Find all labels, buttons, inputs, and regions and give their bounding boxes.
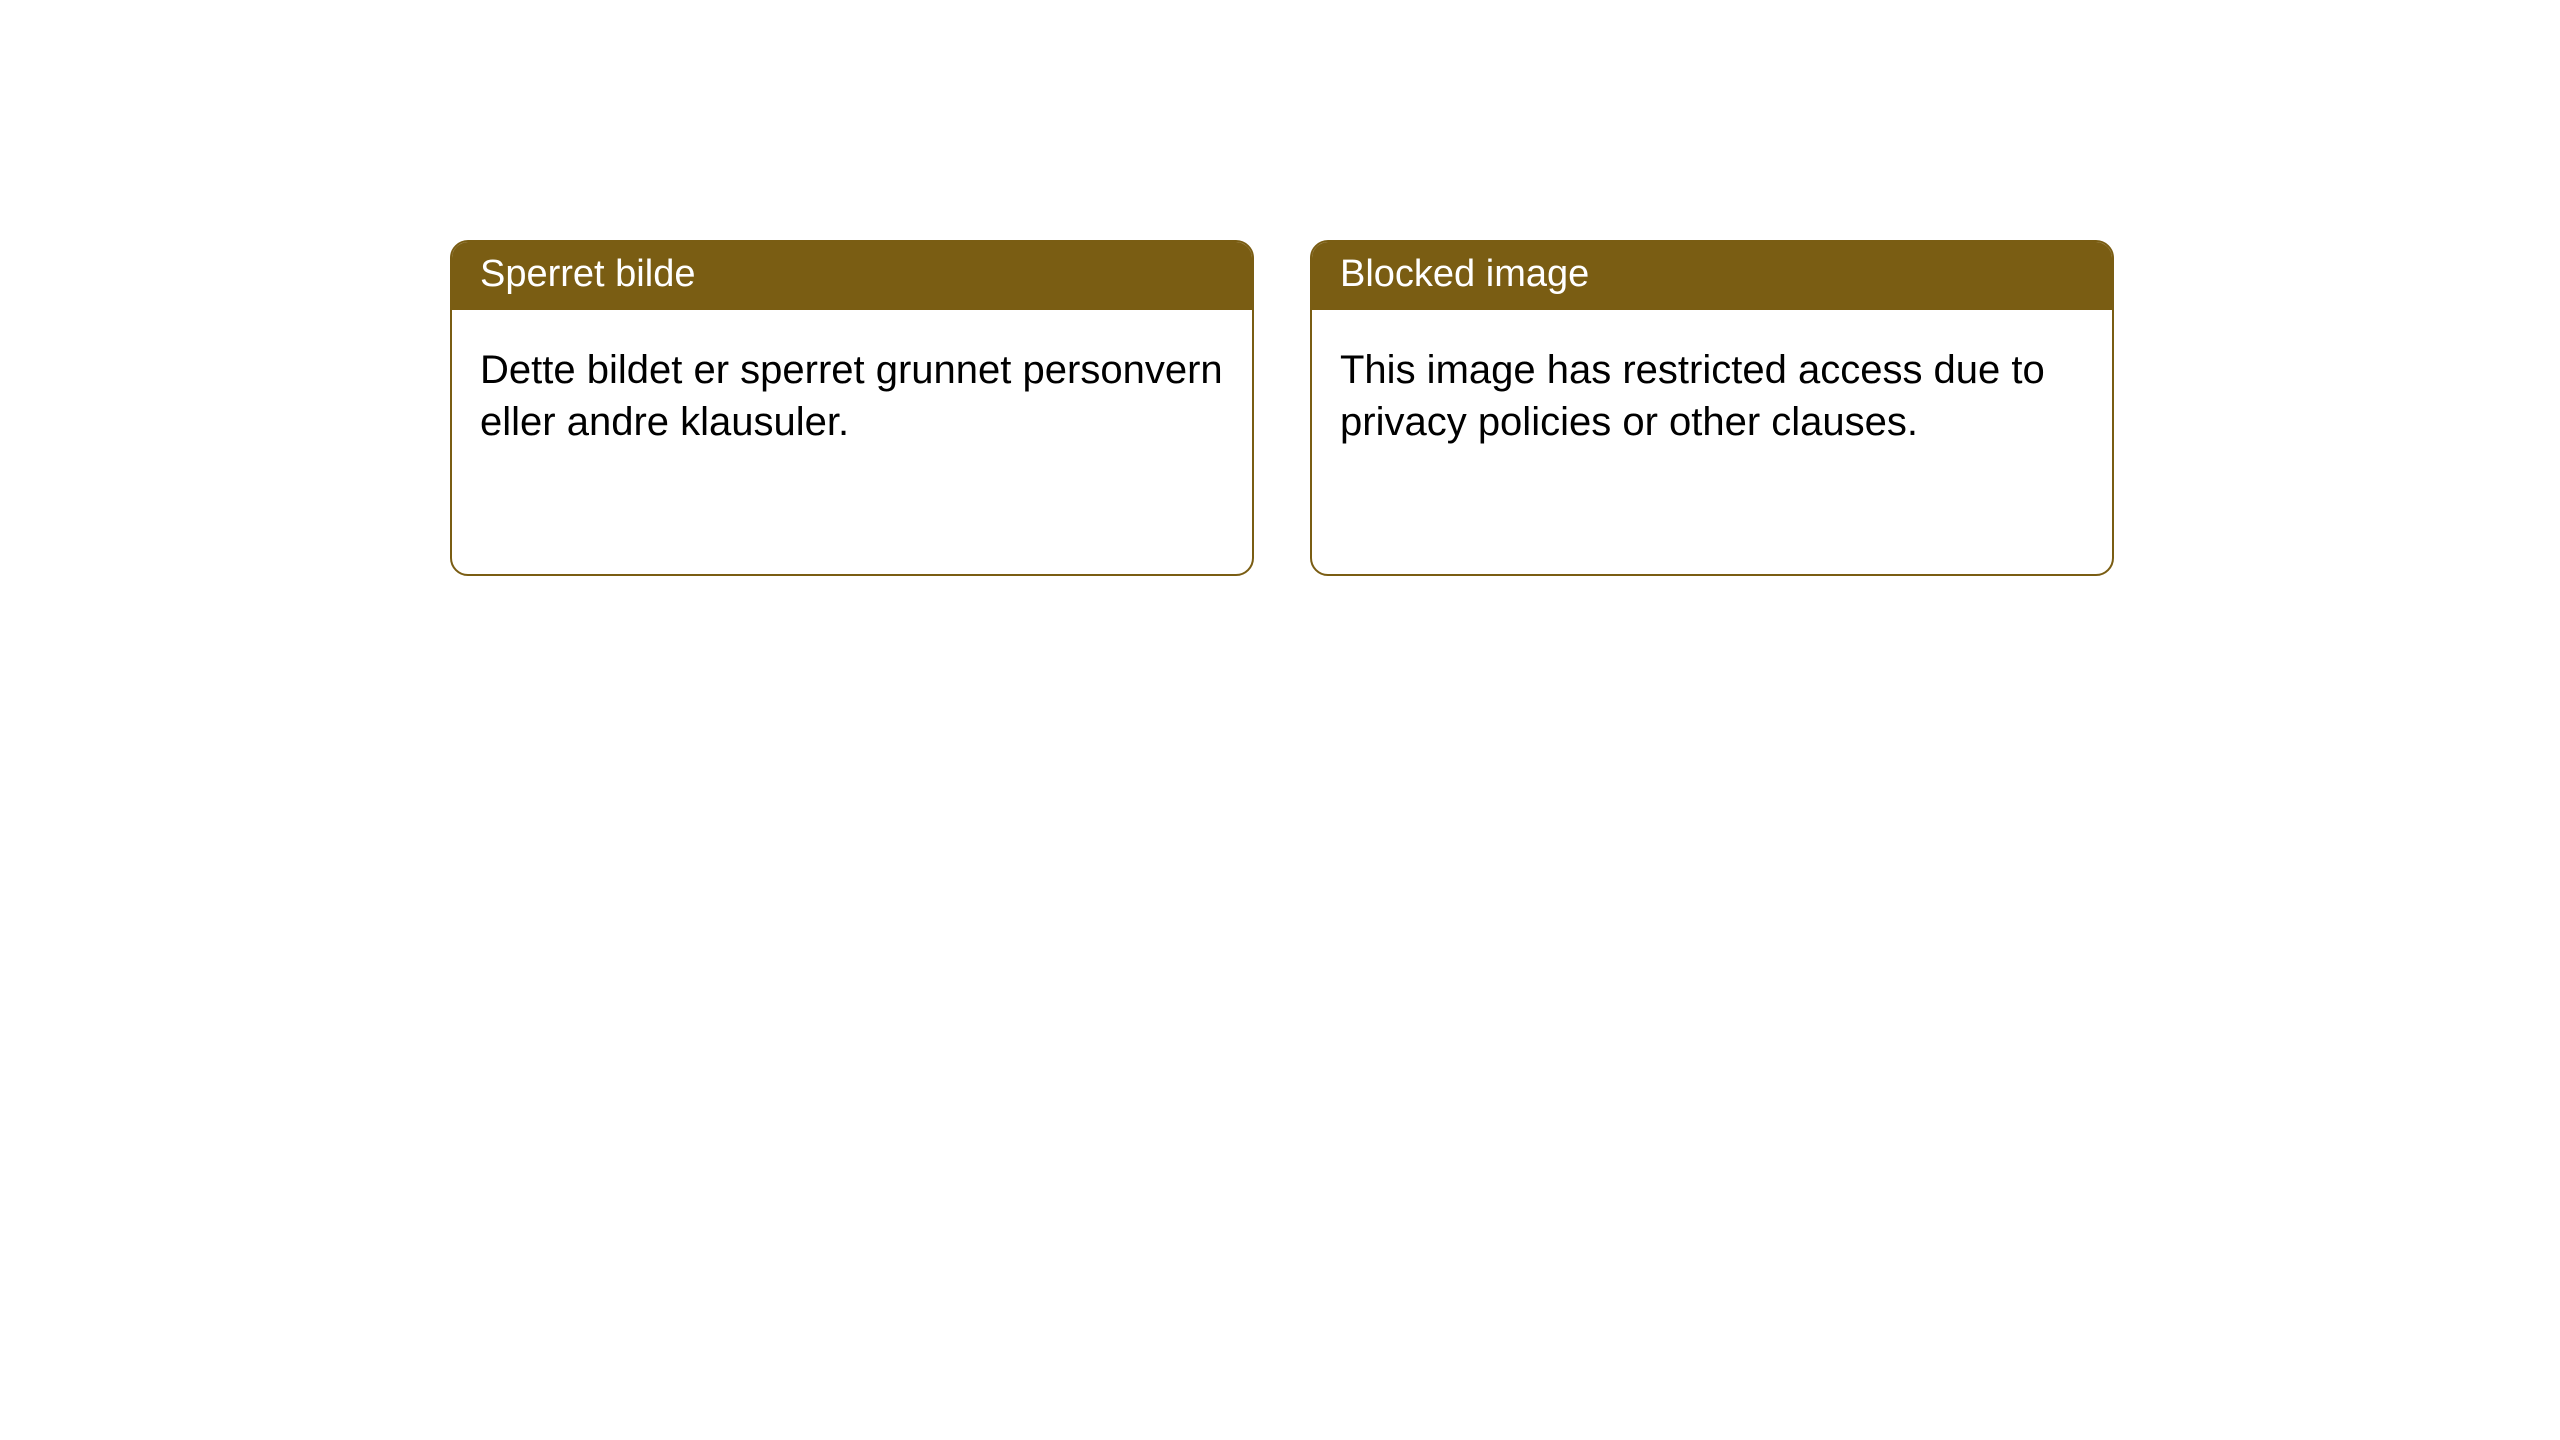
notice-container: Sperret bilde Dette bildet er sperret gr… <box>0 0 2560 576</box>
notice-card-norwegian: Sperret bilde Dette bildet er sperret gr… <box>450 240 1254 576</box>
notice-body-english: This image has restricted access due to … <box>1312 310 2112 574</box>
notice-body-norwegian: Dette bildet er sperret grunnet personve… <box>452 310 1252 574</box>
notice-title-english: Blocked image <box>1312 242 2112 310</box>
notice-card-english: Blocked image This image has restricted … <box>1310 240 2114 576</box>
notice-title-norwegian: Sperret bilde <box>452 242 1252 310</box>
